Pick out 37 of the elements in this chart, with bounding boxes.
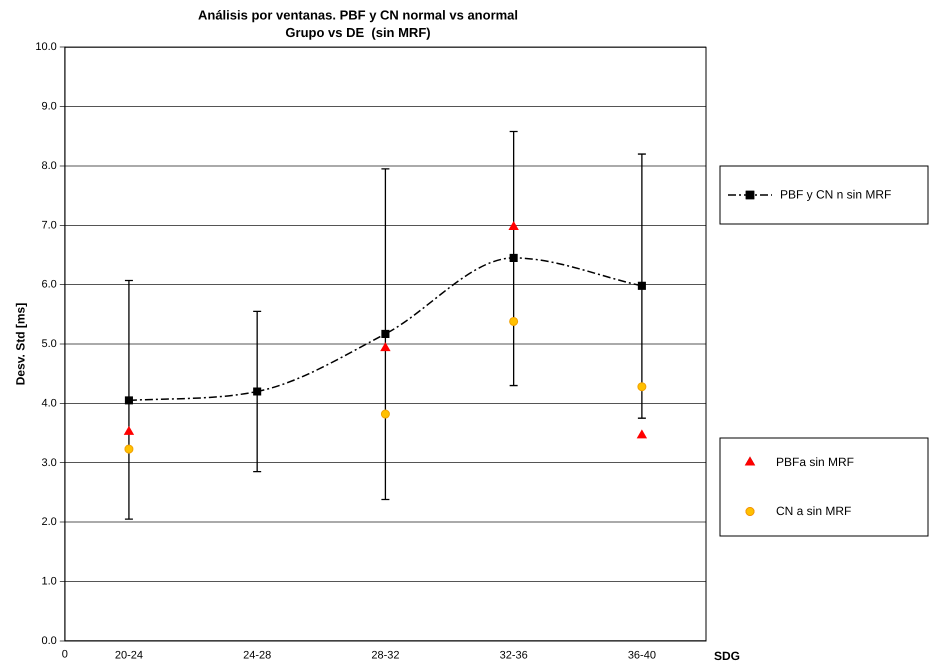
x-tick-label: 36-40 (628, 649, 656, 662)
x-tick-label: 32-36 (500, 649, 528, 662)
y-tick-label: 5.0 (42, 338, 57, 350)
y-tick-label: 8.0 (42, 160, 57, 172)
point (509, 316, 518, 326)
y-tick-label: 6.0 (42, 278, 57, 291)
point (253, 387, 262, 396)
y-tick-label: 0.0 (42, 634, 57, 647)
point (508, 222, 518, 230)
point (124, 396, 133, 404)
x-tick-label: 20-24 (114, 649, 143, 662)
legend-label: CN a sin MRF (776, 504, 852, 518)
point (380, 342, 390, 352)
y-tick-label: 10.0 (35, 41, 57, 54)
y-tick-label: 1.0 (42, 575, 57, 588)
y-tick-label: 4.0 (42, 397, 57, 410)
legend-label: PBFa sin MRF (776, 454, 854, 469)
point (510, 254, 518, 262)
text: 0 (62, 648, 68, 660)
point (637, 430, 647, 438)
x-tick-label: 28-32 (371, 649, 400, 662)
x-tick-label: 24-28 (243, 649, 272, 662)
chart-title: Análisis por ventanas. PBF y CN normal vs anormal (198, 7, 518, 22)
point (124, 426, 134, 435)
y-tick-label: 3.0 (42, 456, 57, 469)
x-axis-title: SDG (714, 649, 740, 664)
y-tick-label: 9.0 (42, 100, 57, 113)
y-tick-label: 7.0 (42, 219, 57, 232)
point (638, 282, 646, 290)
point (637, 382, 646, 392)
y-axis-title: Desv. Std [ms] (14, 302, 28, 386)
legend-label: PBF y CN n sin MRF (780, 187, 892, 202)
point (124, 444, 134, 454)
y-tick-label: 2.0 (42, 516, 57, 528)
chart-subtitle: Grupo vs DE (sin MRF) (285, 24, 431, 40)
point (380, 410, 390, 419)
point (381, 330, 390, 338)
